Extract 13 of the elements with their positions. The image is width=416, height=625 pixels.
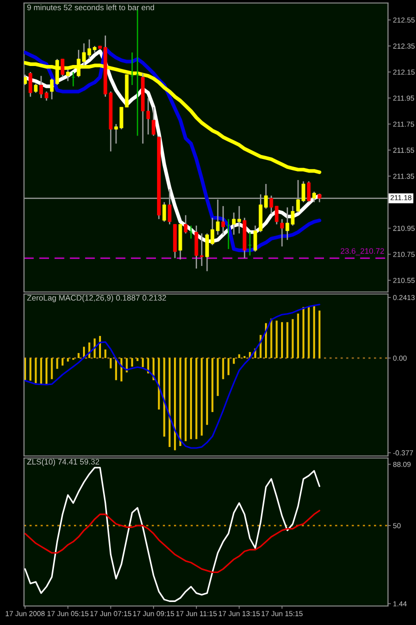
line-series <box>24 510 320 573</box>
line-series <box>24 466 320 602</box>
candlestick <box>162 202 166 222</box>
line-series <box>24 304 320 449</box>
candlestick <box>152 106 156 136</box>
candlestick <box>34 83 38 94</box>
candlestick <box>66 68 70 82</box>
candlestick <box>221 205 225 236</box>
candlestick <box>280 218 284 248</box>
candlestick <box>60 58 64 78</box>
candlestick <box>24 74 27 86</box>
candlestick <box>184 214 188 234</box>
candlestick <box>28 71 32 98</box>
